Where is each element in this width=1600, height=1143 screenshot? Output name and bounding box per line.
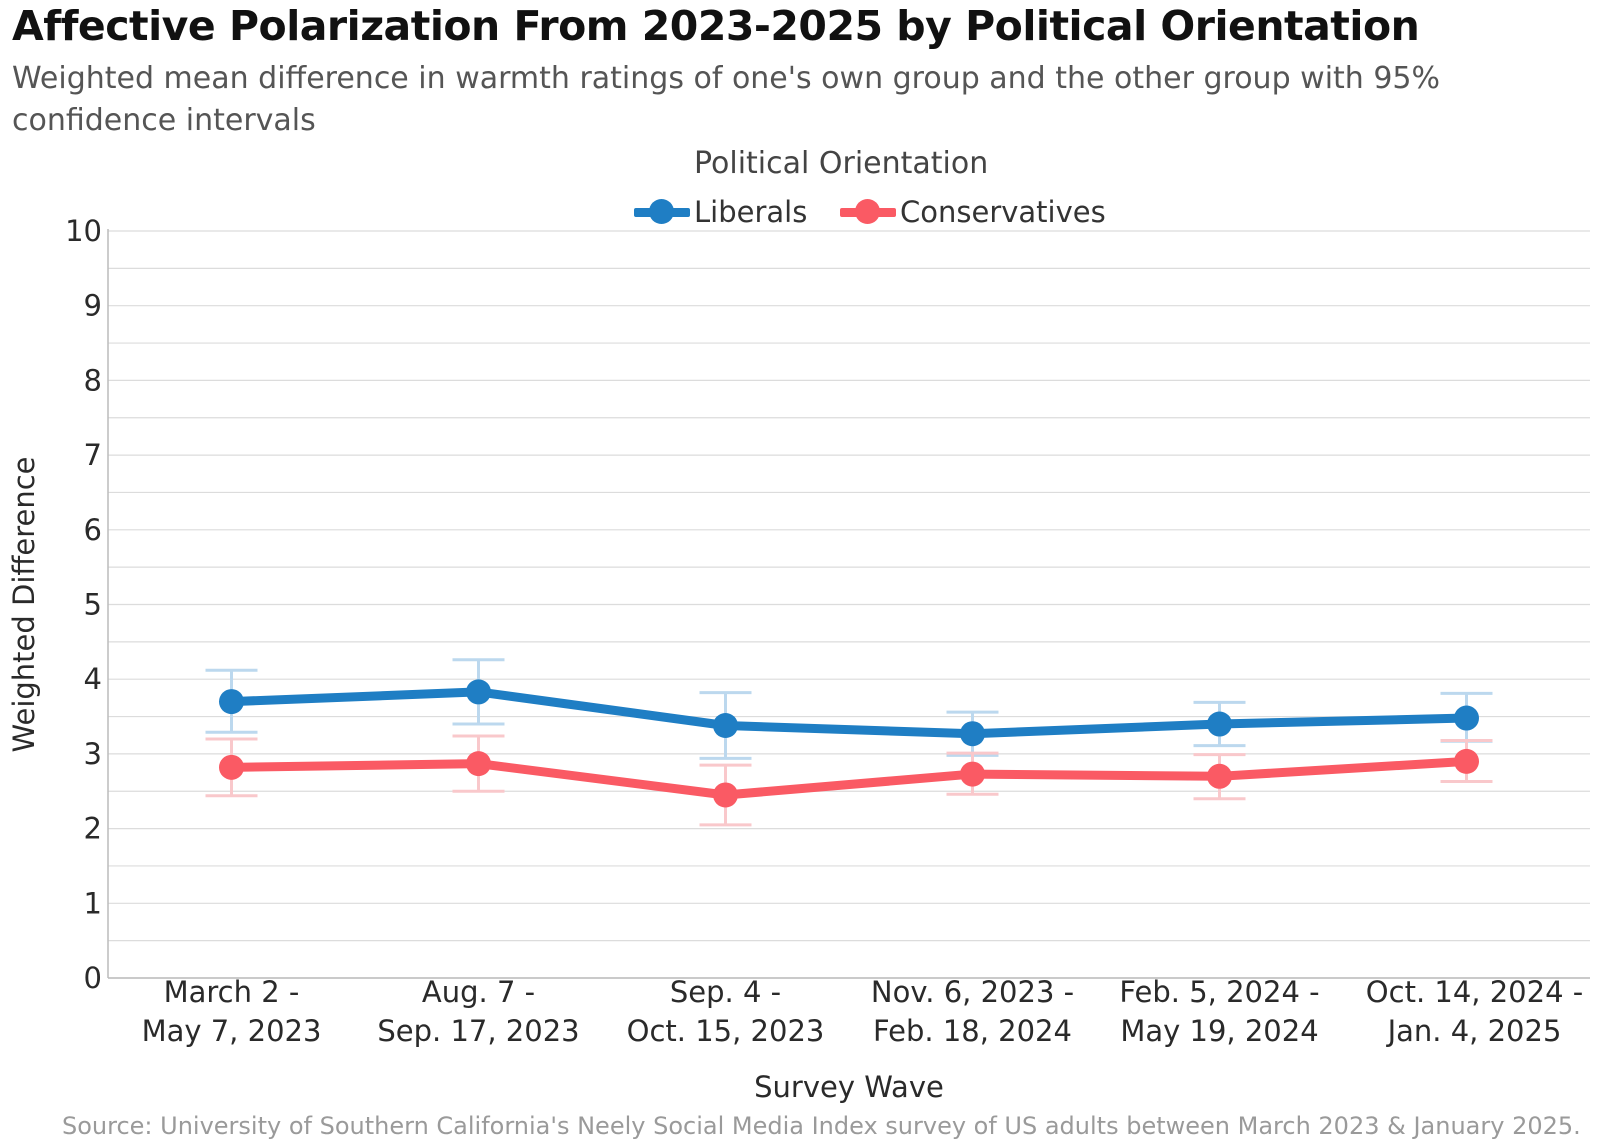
y-tick-label: 4 [84, 662, 102, 696]
x-tick-label: Oct. 15, 2023 [627, 1014, 825, 1048]
x-tick-label: May 19, 2024 [1120, 1014, 1318, 1048]
legend-label-liberals: Liberals [694, 195, 808, 229]
legend-item-conservatives[interactable]: Conservatives [840, 190, 1106, 234]
data-point-conservatives [1207, 763, 1232, 789]
x-tick-label: Aug. 7 - [422, 975, 535, 1009]
source-note: Source: University of Southern Californi… [62, 1112, 1581, 1140]
legend-swatch-conservatives [840, 199, 896, 225]
legend-label-conservatives: Conservatives [900, 195, 1106, 229]
legend-title: Political Orientation [694, 146, 989, 181]
data-point-liberals [1207, 711, 1232, 737]
data-point-conservatives [219, 754, 244, 780]
data-point-liberals [466, 679, 491, 705]
y-tick-label: 1 [84, 886, 102, 920]
data-point-conservatives [1454, 748, 1479, 774]
data-point-liberals [219, 689, 244, 715]
x-tick-label: Sep. 4 - [670, 975, 781, 1009]
y-tick-label: 3 [84, 737, 102, 771]
x-tick-label: Feb. 5, 2024 - [1119, 975, 1319, 1009]
y-tick-label: 8 [84, 363, 102, 397]
y-tick-label: 0 [84, 961, 102, 995]
x-tick-label: March 2 - [164, 975, 300, 1009]
chart-subtitle: Weighted mean difference in warmth ratin… [12, 61, 1441, 138]
y-tick-label: 2 [84, 812, 102, 846]
chart-title: Affective Polarization From 2023-2025 by… [12, 2, 1420, 50]
x-tick-label: Jan. 4, 2025 [1386, 1014, 1562, 1048]
y-tick-label: 10 [65, 214, 102, 248]
x-tick-label: Sep. 17, 2023 [377, 1014, 579, 1048]
y-tick-label: 5 [84, 588, 102, 622]
legend-item-liberals[interactable]: Liberals [634, 190, 807, 234]
data-point-conservatives [466, 751, 491, 777]
y-tick-label: 7 [84, 438, 102, 472]
y-axis-title: Weighted Difference [7, 456, 41, 752]
data-point-liberals [960, 721, 985, 747]
data-point-liberals [1454, 705, 1479, 731]
x-tick-label: Oct. 14, 2024 - [1366, 975, 1583, 1009]
y-tick-label: 9 [84, 289, 102, 323]
series-line-conservatives [227, 756, 1471, 800]
legend-swatch-liberals [634, 199, 690, 225]
data-point-conservatives [960, 761, 985, 787]
series-line-liberals [227, 687, 1471, 739]
y-tick-label: 6 [84, 513, 102, 547]
x-axis-title: Survey Wave [754, 1070, 944, 1104]
x-tick-label: May 7, 2023 [142, 1014, 322, 1048]
x-tick-label: Feb. 18, 2024 [873, 1014, 1072, 1048]
x-tick-label: Nov. 6, 2023 - [871, 975, 1074, 1009]
data-point-liberals [713, 713, 738, 739]
data-point-conservatives [713, 782, 738, 808]
